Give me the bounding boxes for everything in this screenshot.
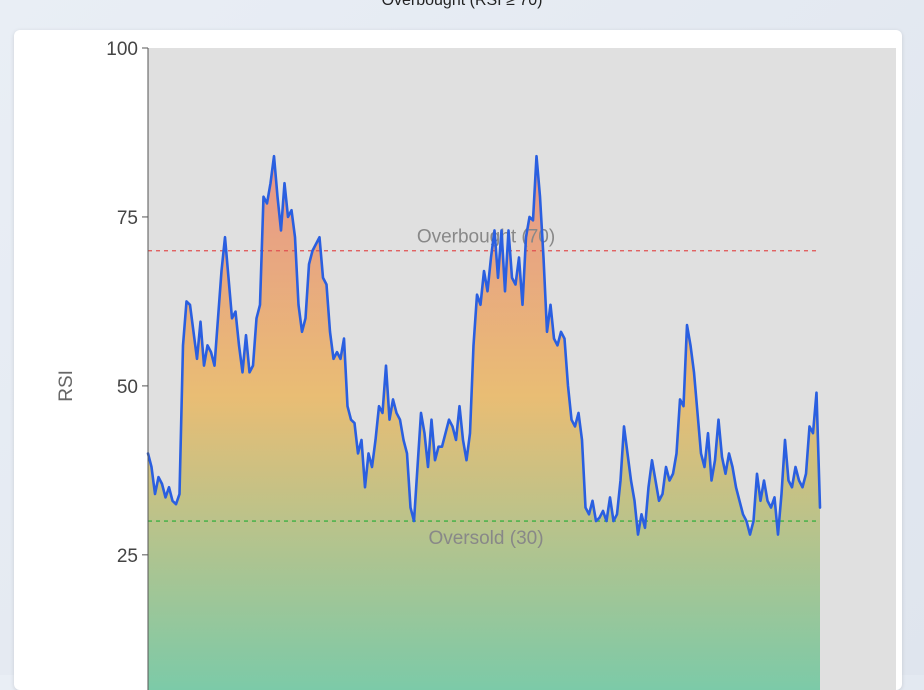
oversold-label: Oversold (30)	[428, 528, 543, 549]
y-tick-label-50: 50	[117, 377, 138, 398]
y-tick-label-25: 25	[117, 546, 138, 567]
rsi-area-fill	[148, 156, 820, 690]
y-tick-label-75: 75	[117, 208, 138, 229]
overbought-note: Overbought (RSI ≥ 70)	[381, 0, 543, 9]
y-tick-label-100: 100	[106, 39, 138, 60]
rsi-line	[146, 154, 822, 536]
y-axis-title: RSI	[56, 370, 77, 402]
rsi-chart: Overbought (70) Oversold (30) 25 50 75 100 RS…	[56, 39, 896, 690]
overbought-label: Overbought (70)	[417, 227, 555, 248]
chart-card: Overbought (70) Oversold (30) 25 50 75 100 RS…	[14, 30, 902, 690]
